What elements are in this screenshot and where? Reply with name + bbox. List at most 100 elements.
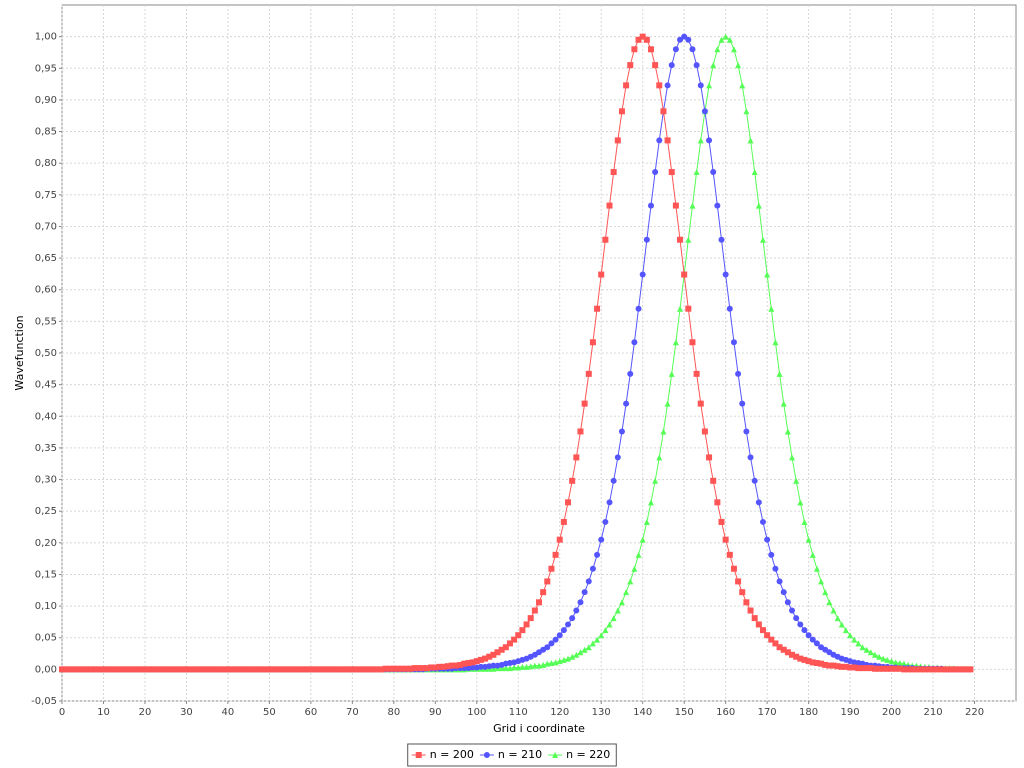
data-point xyxy=(714,202,721,209)
data-point xyxy=(577,428,584,435)
data-point xyxy=(565,499,572,506)
data-point xyxy=(618,108,625,115)
data-point xyxy=(809,551,816,558)
data-point xyxy=(519,663,526,670)
data-point xyxy=(730,565,737,572)
data-point xyxy=(79,666,86,673)
data-point xyxy=(274,666,281,673)
data-point xyxy=(847,664,854,671)
data-point xyxy=(589,339,596,346)
data-point xyxy=(822,589,829,596)
data-point xyxy=(743,599,750,606)
y-tick-label: -0,05 xyxy=(31,696,57,707)
data-point xyxy=(453,662,460,669)
data-point xyxy=(759,518,766,525)
data-point xyxy=(789,607,796,614)
data-point xyxy=(627,578,634,585)
data-point xyxy=(830,662,837,669)
x-tick-label: 50 xyxy=(263,707,276,718)
data-point xyxy=(764,271,771,278)
data-point xyxy=(917,666,924,673)
data-point xyxy=(751,169,758,176)
data-point xyxy=(623,400,630,407)
data-point xyxy=(672,46,679,53)
data-point xyxy=(623,82,630,89)
data-point xyxy=(884,665,891,672)
data-point xyxy=(224,666,231,673)
data-point xyxy=(108,666,115,673)
data-point xyxy=(556,632,563,639)
data-point xyxy=(739,589,746,596)
data-point xyxy=(204,666,211,673)
data-point xyxy=(876,665,883,672)
data-point xyxy=(581,400,588,407)
data-point xyxy=(681,271,688,278)
data-point xyxy=(527,663,534,670)
data-point xyxy=(511,636,518,643)
data-point xyxy=(722,271,729,278)
data-point xyxy=(838,621,845,628)
data-point xyxy=(216,666,223,673)
data-point xyxy=(689,46,696,53)
data-point xyxy=(258,666,265,673)
y-tick-label: 0,65 xyxy=(35,253,57,264)
data-point xyxy=(573,607,580,614)
data-point xyxy=(573,454,580,461)
data-point xyxy=(170,666,177,673)
data-point xyxy=(830,607,837,614)
data-point xyxy=(436,663,443,670)
data-point xyxy=(921,666,928,673)
data-point xyxy=(552,636,559,643)
data-point xyxy=(759,627,766,634)
data-point xyxy=(270,666,277,673)
data-point xyxy=(946,666,953,673)
data-point xyxy=(739,400,746,407)
data-point xyxy=(200,666,207,673)
data-point xyxy=(768,636,775,643)
data-point xyxy=(793,615,800,622)
data-point xyxy=(96,666,103,673)
data-point xyxy=(784,428,791,435)
data-point xyxy=(548,640,555,647)
data-point xyxy=(345,666,352,673)
data-point xyxy=(743,428,750,435)
data-point xyxy=(942,666,949,673)
data-point xyxy=(677,36,684,43)
data-point xyxy=(672,202,679,209)
legend-text: n = 210 xyxy=(498,748,542,761)
data-point xyxy=(448,662,455,669)
data-point xyxy=(652,62,659,69)
data-point xyxy=(710,62,717,69)
x-tick-label: 10 xyxy=(97,707,110,718)
data-point xyxy=(776,644,783,651)
data-point xyxy=(394,665,401,672)
legend-marker xyxy=(483,752,490,758)
data-point xyxy=(764,632,771,639)
data-point xyxy=(602,236,609,243)
data-point xyxy=(287,666,294,673)
data-point xyxy=(614,137,621,144)
data-point xyxy=(639,271,646,278)
data-point xyxy=(341,666,348,673)
data-point xyxy=(585,578,592,585)
data-point xyxy=(536,662,542,669)
data-point xyxy=(324,666,331,673)
data-point xyxy=(681,33,688,40)
data-point xyxy=(482,655,489,662)
data-point xyxy=(166,666,173,673)
data-point xyxy=(614,454,621,461)
data-point xyxy=(747,137,754,144)
data-point xyxy=(768,305,775,312)
data-point xyxy=(502,644,509,651)
data-point xyxy=(718,36,725,43)
data-point xyxy=(660,428,667,435)
data-point xyxy=(714,499,721,506)
data-point xyxy=(92,666,99,673)
data-point xyxy=(627,370,634,377)
data-point xyxy=(826,599,833,606)
data-point xyxy=(370,666,377,673)
data-point xyxy=(859,644,866,651)
data-point xyxy=(652,477,659,484)
y-tick-label: 0,80 xyxy=(35,158,57,169)
data-point xyxy=(643,518,650,525)
